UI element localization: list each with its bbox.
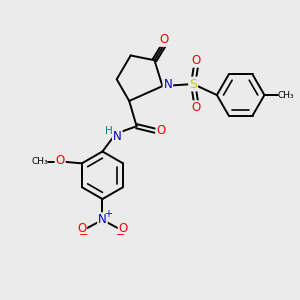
- Text: H: H: [104, 126, 112, 136]
- Text: CH₃: CH₃: [31, 158, 48, 166]
- Text: S: S: [189, 77, 197, 91]
- Text: O: O: [56, 154, 65, 167]
- Text: +: +: [104, 209, 112, 219]
- Text: −: −: [79, 230, 89, 240]
- Text: N: N: [113, 130, 122, 143]
- Text: CH₃: CH₃: [278, 91, 294, 100]
- Text: O: O: [159, 33, 169, 46]
- Text: O: O: [156, 124, 166, 137]
- Text: O: O: [77, 222, 86, 235]
- Text: N: N: [98, 213, 107, 226]
- Text: N: N: [164, 78, 172, 91]
- Text: O: O: [191, 54, 201, 67]
- Text: O: O: [118, 222, 128, 235]
- Text: O: O: [191, 101, 201, 114]
- Text: −: −: [116, 230, 126, 240]
